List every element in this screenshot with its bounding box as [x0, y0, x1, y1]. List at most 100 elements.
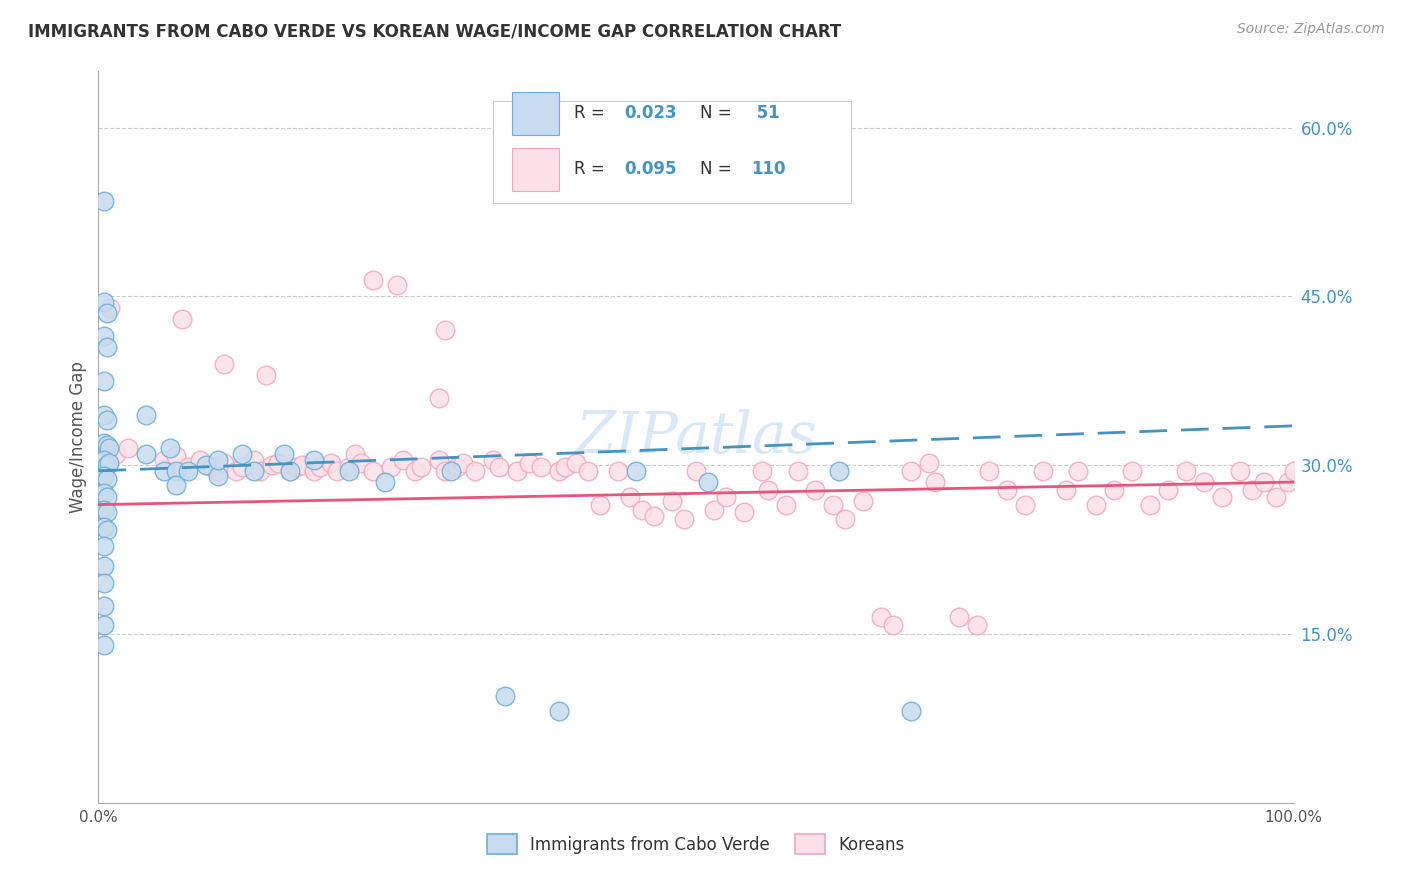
Point: [900, 464, 922, 478]
Point: [273, 447, 295, 461]
Point: [714, 490, 737, 504]
Point: [260, 458, 283, 473]
Point: [321, 456, 343, 470]
Point: [643, 508, 665, 523]
Point: [1192, 475, 1215, 489]
Point: [488, 460, 510, 475]
Point: [404, 464, 426, 478]
Point: [201, 460, 224, 475]
Point: [93, 295, 115, 310]
Point: [1264, 490, 1286, 504]
FancyBboxPatch shape: [512, 148, 558, 191]
Point: [98, 301, 122, 315]
Point: [207, 464, 229, 478]
Point: [565, 456, 588, 470]
Text: IMMIGRANTS FROM CABO VERDE VS KOREAN WAGE/INCOME GAP CORRELATION CHART: IMMIGRANTS FROM CABO VERDE VS KOREAN WAG…: [28, 22, 841, 40]
Text: R =: R =: [574, 104, 610, 122]
Point: [631, 503, 654, 517]
Point: [464, 464, 486, 478]
Point: [427, 391, 450, 405]
Point: [1121, 464, 1143, 478]
Point: [267, 456, 290, 470]
Point: [93, 599, 115, 613]
Point: [977, 464, 1000, 478]
Point: [427, 452, 450, 467]
Point: [326, 464, 349, 478]
FancyBboxPatch shape: [494, 101, 852, 203]
Point: [1085, 498, 1108, 512]
Point: [481, 452, 505, 467]
Point: [93, 503, 115, 517]
Point: [1014, 498, 1036, 512]
Point: [1282, 464, 1305, 478]
Point: [380, 460, 402, 475]
Point: [506, 464, 529, 478]
Point: [93, 374, 115, 388]
Text: 0.095: 0.095: [624, 161, 676, 178]
Point: [291, 458, 314, 473]
Point: [105, 447, 128, 461]
Point: [339, 460, 361, 475]
Point: [1157, 483, 1180, 497]
Point: [207, 469, 229, 483]
Point: [1067, 464, 1090, 478]
Point: [1240, 483, 1263, 497]
Point: [172, 464, 194, 478]
Point: [177, 460, 200, 475]
Legend: Immigrants from Cabo Verde, Koreans: Immigrants from Cabo Verde, Koreans: [481, 828, 911, 860]
Point: [870, 610, 893, 624]
Point: [607, 464, 630, 478]
Point: [578, 464, 600, 478]
Point: [98, 442, 121, 456]
Point: [703, 503, 725, 517]
Point: [135, 408, 157, 422]
Point: [243, 464, 266, 478]
Point: [451, 456, 474, 470]
Point: [1104, 483, 1126, 497]
Point: [517, 456, 540, 470]
Point: [278, 464, 301, 478]
Point: [434, 464, 457, 478]
Point: [308, 460, 330, 475]
Point: [188, 452, 211, 467]
Point: [823, 498, 845, 512]
Point: [1229, 464, 1251, 478]
Point: [93, 469, 115, 483]
Point: [93, 194, 115, 208]
Point: [751, 464, 773, 478]
Point: [153, 452, 176, 467]
Point: [339, 464, 361, 478]
Point: [93, 559, 115, 574]
Point: [93, 452, 115, 467]
Point: [918, 456, 941, 470]
Point: [165, 478, 187, 492]
Text: ZIPatlas: ZIPatlas: [575, 409, 817, 466]
Point: [804, 483, 827, 497]
Point: [249, 464, 271, 478]
Point: [302, 452, 325, 467]
Point: [254, 368, 277, 383]
Point: [93, 539, 115, 553]
Point: [93, 408, 115, 422]
Point: [775, 498, 797, 512]
Point: [685, 464, 707, 478]
Point: [786, 464, 808, 478]
Point: [434, 323, 457, 337]
Point: [93, 638, 115, 652]
Point: [98, 456, 121, 470]
Point: [278, 464, 301, 478]
Point: [231, 447, 253, 461]
Point: [966, 618, 988, 632]
Point: [1253, 475, 1275, 489]
Point: [212, 456, 235, 470]
Point: [1032, 464, 1054, 478]
Text: N =: N =: [700, 161, 737, 178]
Point: [834, 512, 856, 526]
Text: N =: N =: [700, 104, 737, 122]
Point: [852, 494, 875, 508]
Point: [153, 464, 176, 478]
Point: [554, 460, 576, 475]
Point: [733, 506, 755, 520]
Point: [207, 452, 229, 467]
Point: [446, 460, 468, 475]
